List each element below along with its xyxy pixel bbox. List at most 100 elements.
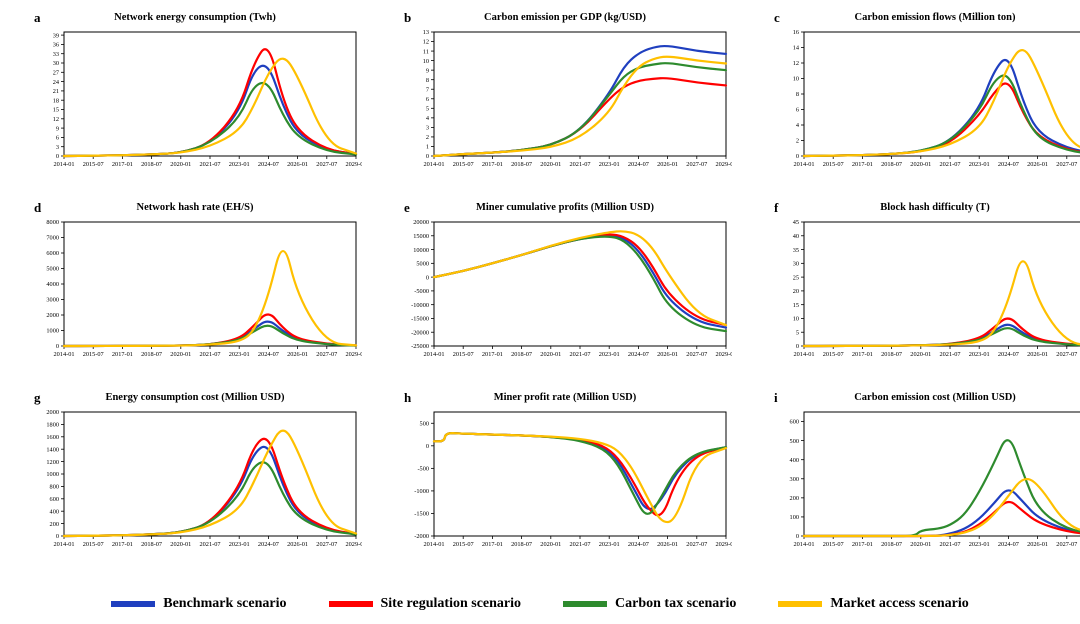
svg-text:-20000: -20000 (411, 329, 429, 336)
svg-text:8: 8 (796, 91, 799, 98)
series-market (434, 57, 726, 156)
svg-text:2014-01: 2014-01 (424, 541, 445, 548)
series-benchmark (64, 447, 356, 536)
svg-text:2014-01: 2014-01 (794, 161, 815, 168)
svg-text:24: 24 (53, 79, 60, 86)
svg-text:15000: 15000 (413, 233, 429, 240)
svg-text:8: 8 (426, 77, 429, 84)
legend-swatch (563, 601, 607, 607)
svg-text:600: 600 (50, 496, 59, 503)
svg-text:15: 15 (793, 302, 799, 309)
svg-text:30: 30 (793, 261, 799, 268)
svg-text:2021-07: 2021-07 (940, 161, 961, 168)
svg-text:2023-01: 2023-01 (229, 541, 250, 548)
panel-h: hMiner profit rate (Million USD)-2000-15… (398, 388, 732, 560)
svg-text:0: 0 (56, 153, 59, 160)
svg-text:2021-07: 2021-07 (200, 351, 221, 358)
svg-text:300: 300 (790, 476, 799, 483)
svg-text:2015-07: 2015-07 (823, 351, 844, 358)
svg-text:2024-07: 2024-07 (628, 351, 649, 358)
svg-text:1600: 1600 (46, 434, 59, 441)
svg-text:2026-01: 2026-01 (657, 161, 678, 168)
svg-text:2027-07: 2027-07 (316, 161, 337, 168)
svg-text:-1500: -1500 (414, 511, 429, 518)
series-carbon (804, 76, 1080, 156)
svg-text:2020-01: 2020-01 (540, 351, 561, 358)
svg-text:3: 3 (426, 125, 429, 132)
svg-text:12: 12 (793, 60, 799, 67)
svg-text:0: 0 (56, 343, 59, 350)
svg-text:6: 6 (426, 96, 429, 103)
svg-text:45: 45 (793, 219, 799, 226)
svg-text:2026-01: 2026-01 (287, 161, 308, 168)
svg-text:5000: 5000 (416, 261, 429, 268)
series-market (804, 50, 1080, 156)
svg-text:2021-07: 2021-07 (940, 351, 961, 358)
svg-text:2020-01: 2020-01 (910, 351, 931, 358)
svg-text:2024-07: 2024-07 (998, 351, 1019, 358)
svg-text:3: 3 (56, 144, 59, 151)
series-benchmark (434, 236, 726, 328)
svg-text:25: 25 (793, 274, 799, 281)
svg-text:2018-07: 2018-07 (881, 161, 902, 168)
svg-text:2024-07: 2024-07 (998, 161, 1019, 168)
svg-text:500: 500 (420, 420, 429, 427)
svg-text:2021-07: 2021-07 (570, 351, 591, 358)
svg-text:2017-01: 2017-01 (482, 541, 503, 548)
svg-text:2014-01: 2014-01 (54, 541, 75, 548)
svg-text:2017-01: 2017-01 (112, 541, 133, 548)
panel-e: eMiner cumulative profits (Million USD)-… (398, 198, 732, 370)
series-benchmark (434, 46, 726, 156)
svg-text:2023-01: 2023-01 (969, 161, 990, 168)
panel-d: dNetwork hash rate (EH/S)010002000300040… (28, 198, 362, 370)
svg-text:2027-07: 2027-07 (686, 161, 707, 168)
svg-text:2015-07: 2015-07 (453, 541, 474, 548)
svg-text:1000: 1000 (46, 328, 59, 335)
svg-text:5: 5 (426, 106, 429, 113)
legend-label: Benchmark scenario (163, 596, 286, 612)
svg-text:1: 1 (426, 144, 429, 151)
panel-g: gEnergy consumption cost (Million USD)02… (28, 388, 362, 560)
svg-text:2023-01: 2023-01 (229, 351, 250, 358)
svg-text:11: 11 (423, 48, 429, 55)
svg-text:2014-01: 2014-01 (794, 541, 815, 548)
svg-text:2026-01: 2026-01 (657, 351, 678, 358)
svg-text:-15000: -15000 (411, 316, 429, 323)
svg-text:2026-01: 2026-01 (287, 351, 308, 358)
svg-text:2029-01: 2029-01 (346, 161, 363, 168)
svg-text:18: 18 (53, 97, 59, 104)
legend-item: Site regulation scenario (329, 596, 522, 612)
svg-text:2021-07: 2021-07 (200, 161, 221, 168)
svg-text:400: 400 (790, 457, 799, 464)
legend-item: Benchmark scenario (111, 596, 286, 612)
svg-text:0: 0 (796, 153, 799, 160)
legend-swatch (329, 601, 373, 607)
svg-text:9: 9 (426, 67, 429, 74)
svg-text:2017-01: 2017-01 (112, 351, 133, 358)
svg-text:2017-01: 2017-01 (852, 161, 873, 168)
svg-text:33: 33 (53, 51, 59, 58)
svg-text:2027-07: 2027-07 (316, 351, 337, 358)
figure-grid: aNetwork energy consumption (Twh)0369121… (0, 0, 1080, 624)
svg-text:15: 15 (53, 107, 59, 114)
chart-svg: 02468101214162014-012015-072017-012018-0… (768, 8, 1080, 180)
series-benchmark (804, 490, 1080, 536)
svg-text:2018-07: 2018-07 (141, 351, 162, 358)
svg-text:4: 4 (796, 122, 800, 129)
svg-text:2015-07: 2015-07 (823, 161, 844, 168)
svg-text:2024-07: 2024-07 (258, 351, 279, 358)
svg-text:2017-01: 2017-01 (112, 161, 133, 168)
svg-text:13: 13 (423, 29, 429, 36)
svg-text:2015-07: 2015-07 (453, 351, 474, 358)
svg-text:2020-01: 2020-01 (910, 161, 931, 168)
chart-svg: 0510152025303540452014-012015-072017-012… (768, 198, 1080, 370)
svg-text:2027-07: 2027-07 (1056, 161, 1077, 168)
svg-text:2: 2 (426, 134, 429, 141)
svg-text:2026-01: 2026-01 (1027, 351, 1048, 358)
svg-text:2020-01: 2020-01 (170, 541, 191, 548)
svg-text:1800: 1800 (46, 422, 59, 429)
svg-text:2029-01: 2029-01 (716, 351, 733, 358)
chart-svg: 0123456789101112132014-012015-072017-012… (398, 8, 732, 180)
svg-text:36: 36 (53, 42, 59, 49)
svg-text:2023-01: 2023-01 (599, 161, 620, 168)
